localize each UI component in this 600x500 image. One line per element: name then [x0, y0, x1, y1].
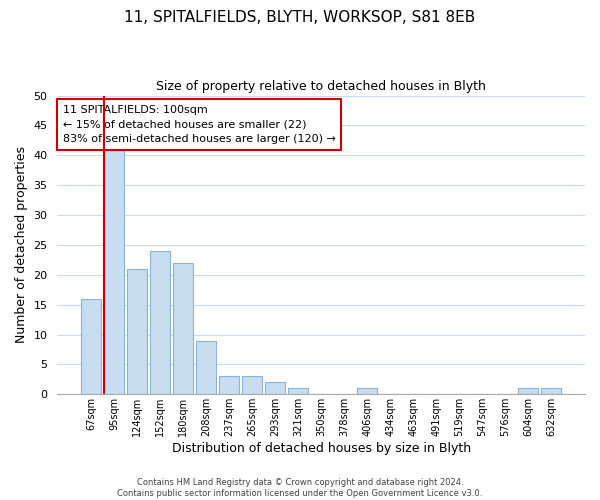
Bar: [220, 376, 239, 394]
Text: Contains HM Land Registry data © Crown copyright and database right 2024.
Contai: Contains HM Land Registry data © Crown c…: [118, 478, 482, 498]
Bar: [265, 382, 285, 394]
Y-axis label: Number of detached properties: Number of detached properties: [15, 146, 28, 344]
Bar: [289, 388, 308, 394]
Bar: [242, 376, 262, 394]
X-axis label: Distribution of detached houses by size in Blyth: Distribution of detached houses by size …: [172, 442, 471, 455]
Text: 11, SPITALFIELDS, BLYTH, WORKSOP, S81 8EB: 11, SPITALFIELDS, BLYTH, WORKSOP, S81 8E…: [124, 10, 476, 25]
Bar: [173, 263, 193, 394]
Bar: [82, 298, 101, 394]
Bar: [196, 340, 216, 394]
Bar: [104, 144, 124, 394]
Bar: [151, 251, 170, 394]
Bar: [127, 269, 147, 394]
Text: 11 SPITALFIELDS: 100sqm
← 15% of detached houses are smaller (22)
83% of semi-de: 11 SPITALFIELDS: 100sqm ← 15% of detache…: [62, 104, 335, 144]
Bar: [358, 388, 377, 394]
Bar: [518, 388, 538, 394]
Bar: [541, 388, 561, 394]
Title: Size of property relative to detached houses in Blyth: Size of property relative to detached ho…: [156, 80, 486, 93]
